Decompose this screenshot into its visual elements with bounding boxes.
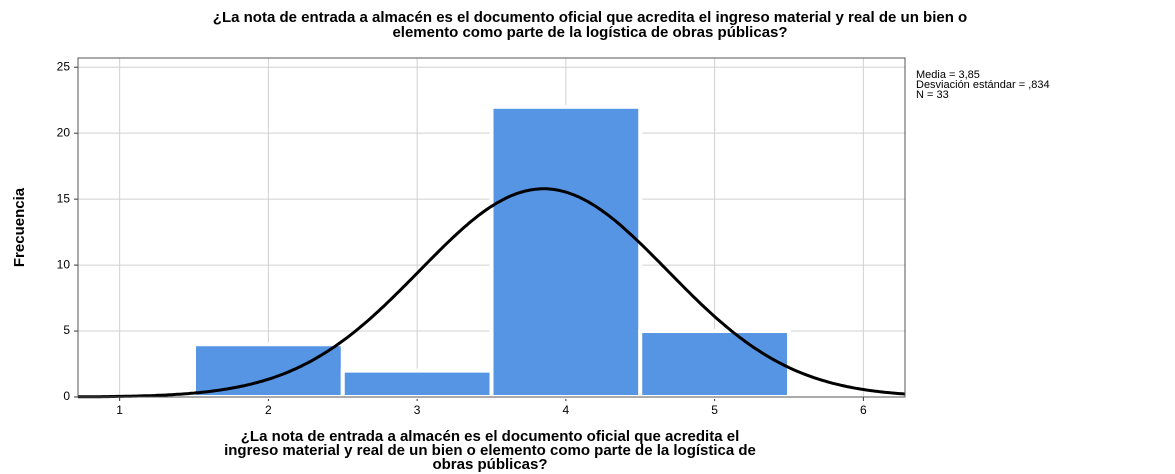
x-tick-label: 2 [265,403,272,417]
normal-curve [78,187,906,399]
x-axis-label: ingreso material y real de un bien o ele… [224,442,756,459]
x-tick-label: 1 [116,403,123,417]
y-tick-label: 10 [57,257,71,271]
stat-label: Media = 3,85 [916,69,980,81]
bar [638,329,791,399]
chart-title: ¿La nota de entrada a almacén es el docu… [213,9,967,26]
x-axis-label: ¿La nota de entrada a almacén es el docu… [241,428,740,445]
x-tick-label: 6 [860,403,867,417]
plot-frame [77,57,906,398]
y-tick-label: 25 [57,59,71,73]
x-tick-label: 4 [563,403,570,417]
bar [340,368,494,400]
chart-title: elemento como parte de la logística de o… [392,24,787,41]
y-axis-label: Frecuencia [11,187,28,267]
stat-label: Desviación estándar = ,834 [916,79,1050,91]
y-tick-label: 5 [63,323,70,337]
stat-label: N = 33 [916,89,949,101]
bar [489,104,643,399]
y-tick-label: 15 [57,191,71,205]
x-tick-label: 3 [414,403,421,417]
y-tick-label: 0 [63,389,70,403]
bar [192,342,345,400]
x-axis-label: obras públicas? [432,456,547,473]
y-tick-label: 20 [57,125,71,139]
x-tick-label: 5 [711,403,718,417]
